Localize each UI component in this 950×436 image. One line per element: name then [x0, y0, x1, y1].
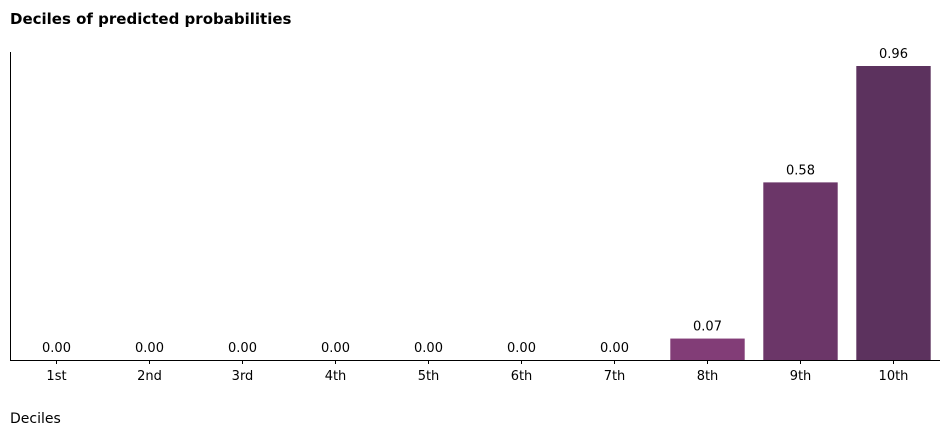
data-label-9th: 0.58: [786, 163, 815, 178]
bar-8th: [670, 338, 745, 360]
data-label-8th: 0.07: [693, 320, 722, 335]
data-label-10th: 0.96: [879, 47, 908, 62]
x-axis-label: Deciles: [10, 411, 61, 427]
data-label-3rd: 0.00: [228, 341, 257, 356]
x-tick-label-4th: 4th: [325, 369, 347, 384]
bar-10th: [856, 66, 931, 360]
data-label-7th: 0.00: [600, 341, 629, 356]
x-tick-label-1st: 1st: [46, 369, 66, 384]
x-tick-label-3rd: 3rd: [232, 369, 254, 384]
x-tick-label-9th: 9th: [790, 369, 812, 384]
x-tick-label-8th: 8th: [697, 369, 719, 384]
data-label-2nd: 0.00: [135, 341, 164, 356]
data-label-1st: 0.00: [42, 341, 71, 356]
x-tick-label-10th: 10th: [879, 369, 909, 384]
chart-title: Deciles of predicted probabilities: [10, 10, 292, 28]
x-tick-label-6th: 6th: [511, 369, 533, 384]
data-labels-group: 0.00 0.00 0.00 0.00 0.00 0.00 0.00 0.07 0.58 0.96: [42, 47, 908, 356]
data-label-4th: 0.00: [321, 341, 350, 356]
x-tick-label-5th: 5th: [418, 369, 440, 384]
bar-9th: [763, 182, 838, 361]
x-ticks-group: 1st 2nd 3rd 4th 5th 6th 7th 8th 9th 10th: [46, 360, 908, 384]
data-label-6th: 0.00: [507, 341, 536, 356]
data-label-5th: 0.00: [414, 341, 443, 356]
x-tick-label-2nd: 2nd: [137, 369, 162, 384]
bars-group: [670, 66, 931, 361]
x-tick-label-7th: 7th: [604, 369, 626, 384]
